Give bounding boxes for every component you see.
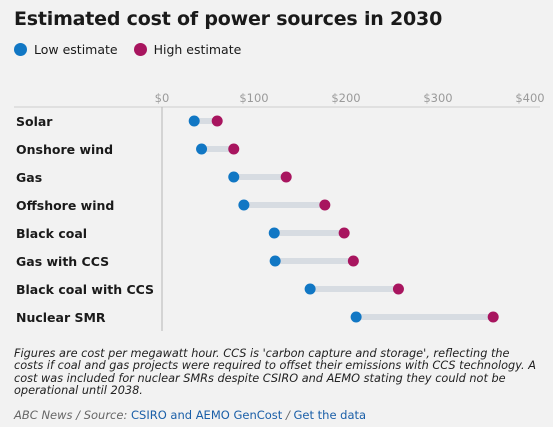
source-link[interactable]: CSIRO and AEMO GenCost <box>130 408 283 422</box>
high-estimate-dot <box>487 311 499 323</box>
chart-title: Estimated cost of power sources in 2030 <box>14 8 443 30</box>
legend-item-low: Low estimate <box>14 42 118 57</box>
high-estimate-dot <box>392 283 404 295</box>
x-tick-label: $100 <box>239 91 268 105</box>
category-label: Black coal with CCS <box>16 282 154 297</box>
low-estimate-dot <box>238 199 250 211</box>
category-label: Offshore wind <box>16 198 114 213</box>
get-the-data-link[interactable]: Get the data <box>293 408 367 422</box>
category-label: Nuclear SMR <box>16 310 106 325</box>
x-tick-label: $200 <box>331 91 360 105</box>
high-estimate-dot <box>280 171 292 183</box>
legend-dot-high <box>133 43 147 56</box>
low-estimate-dot <box>196 143 208 155</box>
category-label: Solar <box>16 114 53 129</box>
category-label: Gas <box>16 170 42 185</box>
x-tick-label: $400 <box>515 91 544 105</box>
high-estimate-dot <box>319 199 331 211</box>
low-estimate-dot <box>188 115 200 127</box>
legend-label-low: Low estimate <box>34 42 118 57</box>
low-estimate-dot <box>269 255 281 267</box>
x-tick-label: $300 <box>423 91 452 105</box>
legend: Low estimate High estimate <box>14 42 257 57</box>
x-tick-label: $0 <box>155 91 170 105</box>
legend-label-high: High estimate <box>153 42 242 57</box>
low-estimate-dot <box>228 171 240 183</box>
low-estimate-dot <box>350 311 362 323</box>
category-label: Gas with CCS <box>16 254 109 269</box>
high-estimate-dot <box>347 255 359 267</box>
high-estimate-dot <box>211 115 223 127</box>
footnote: Figures are cost per megawatt hour. CCS … <box>14 347 536 398</box>
category-label: Black coal <box>16 226 87 241</box>
credit-separator: / <box>282 408 294 422</box>
low-estimate-dot <box>304 283 316 295</box>
category-label: Onshore wind <box>16 142 113 157</box>
legend-item-high: High estimate <box>133 42 242 57</box>
credit-line: ABC News / Source: CSIRO and AEMO GenCos… <box>14 408 366 422</box>
low-estimate-dot <box>268 227 280 239</box>
legend-dot-low <box>14 43 27 56</box>
high-estimate-dot <box>228 143 240 155</box>
credit-prefix: ABC News / Source: <box>14 408 131 422</box>
high-estimate-dot <box>338 227 350 239</box>
dot-plot-chart: $0 $100 $200 $300 $400 Solar Onshore wind Gas Of… <box>14 91 545 331</box>
